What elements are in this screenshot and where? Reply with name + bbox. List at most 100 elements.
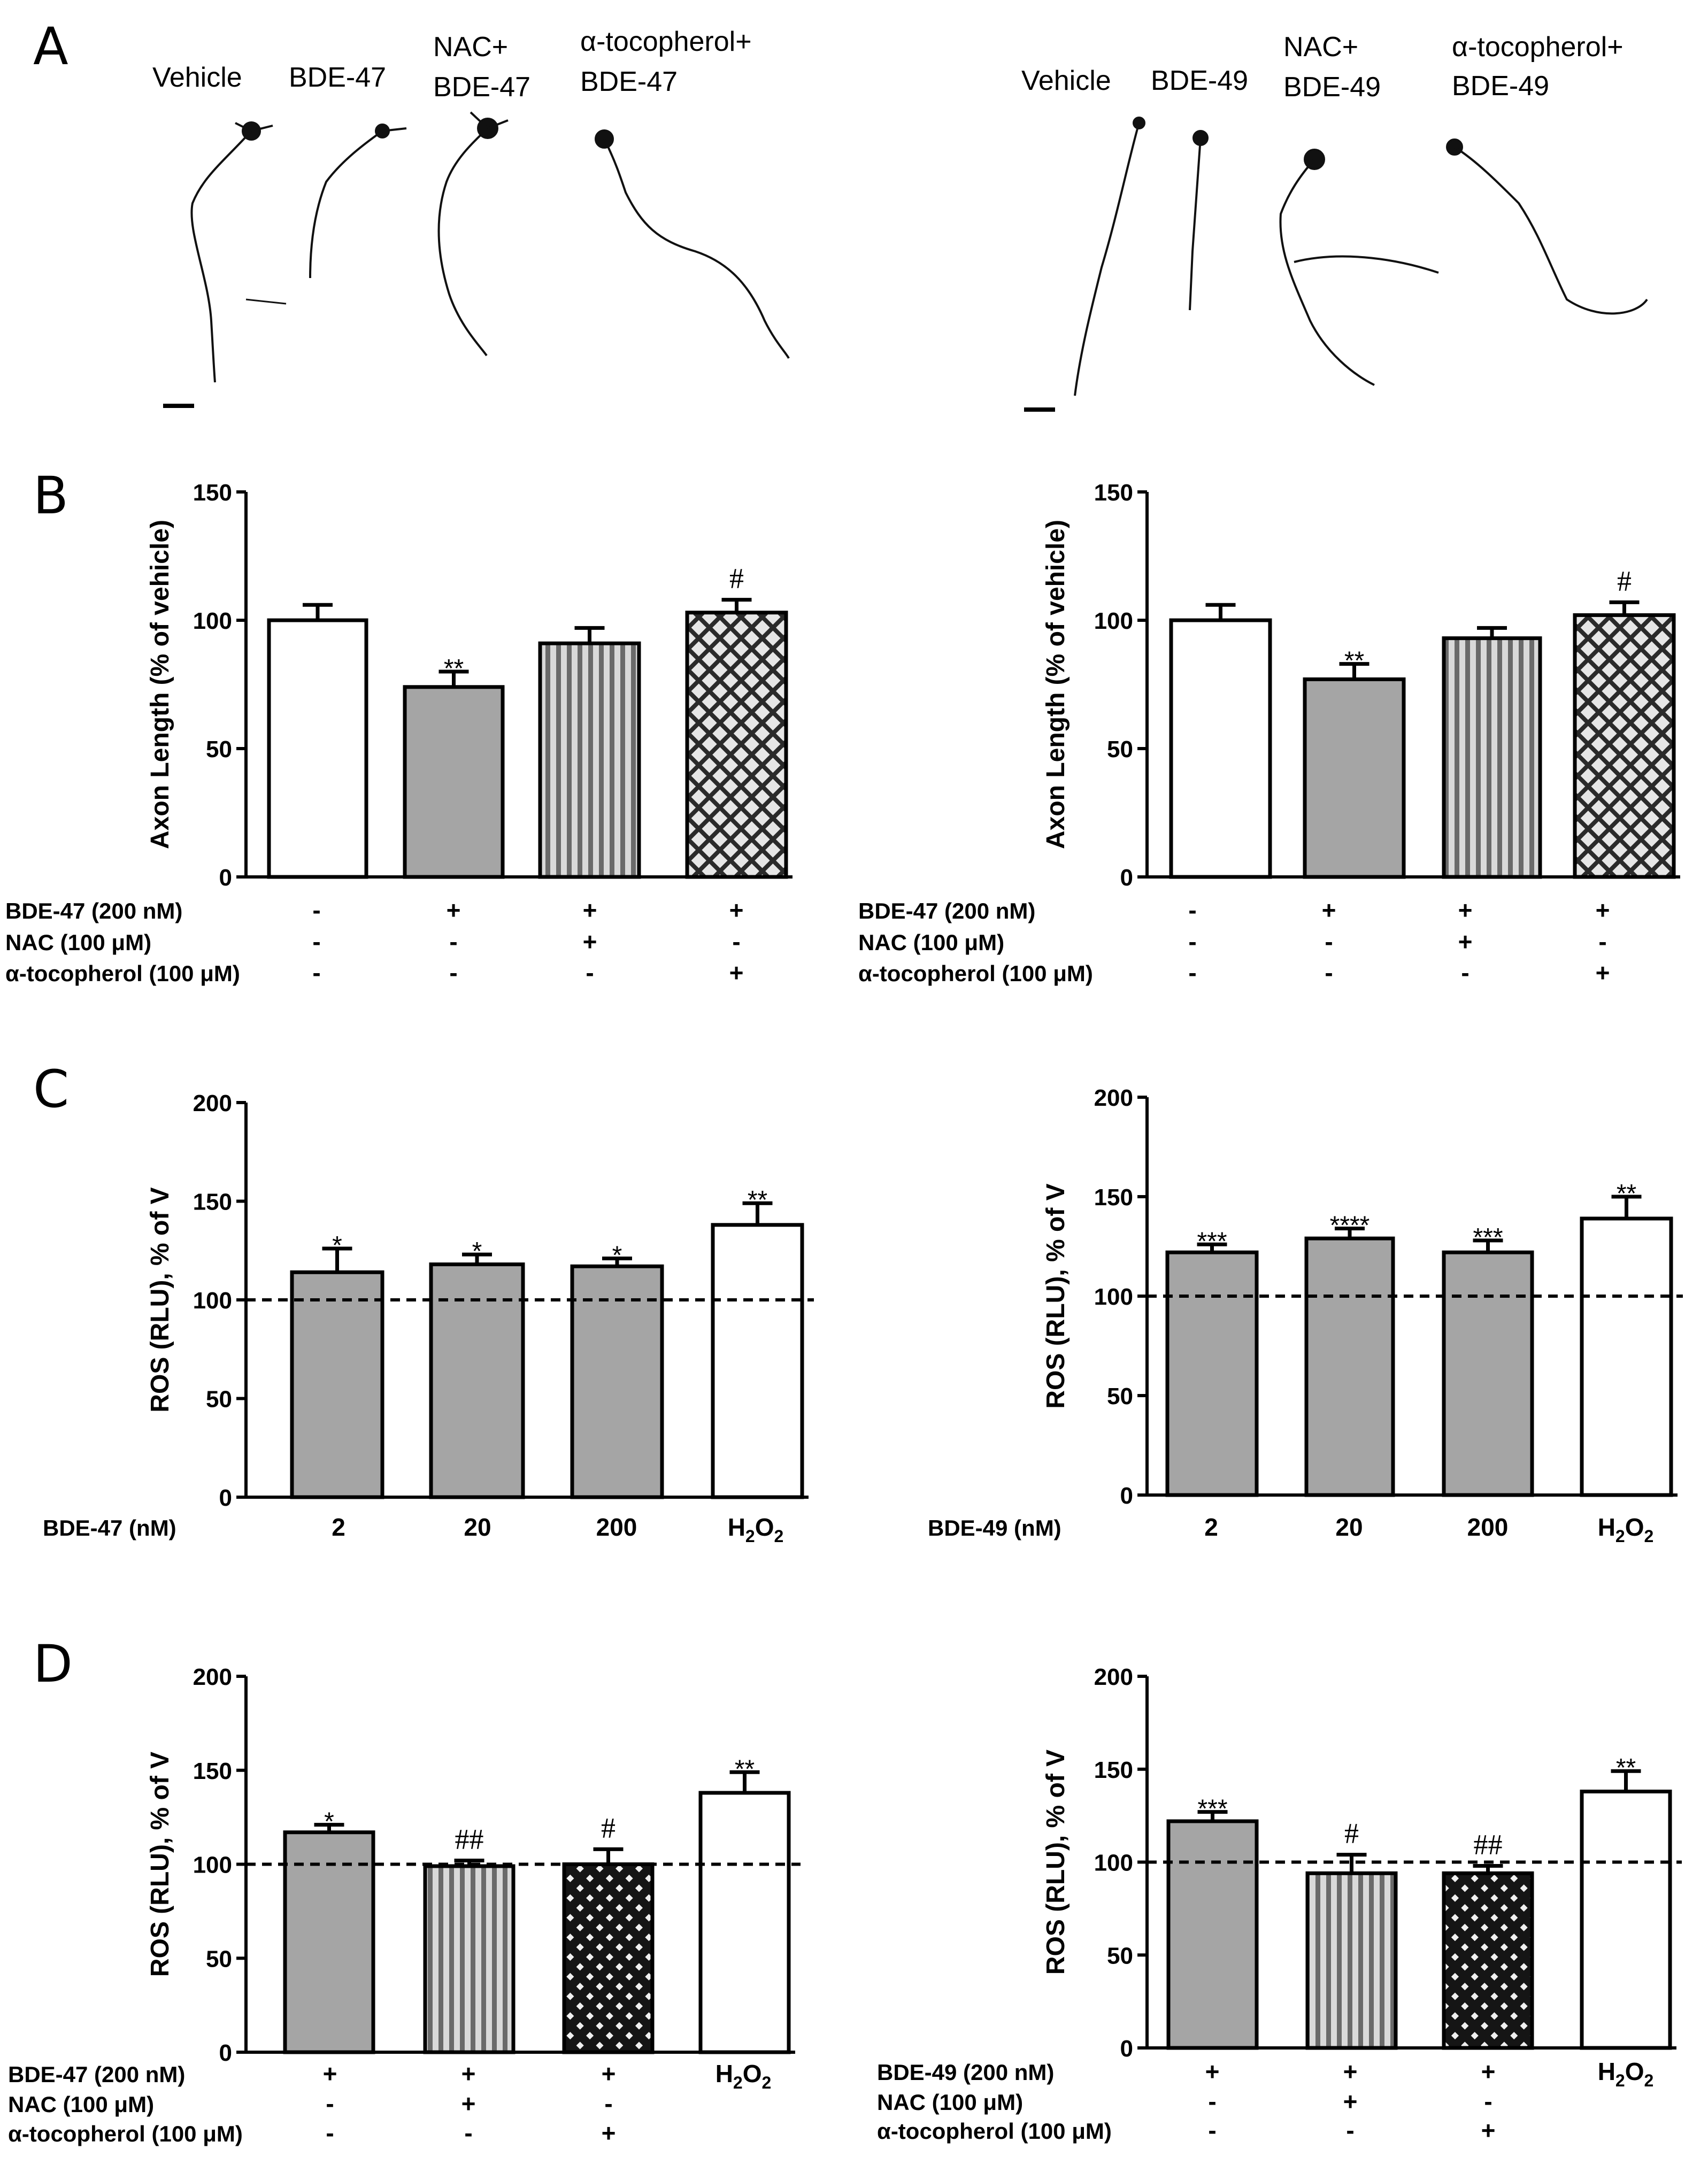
- bar: [538, 641, 641, 879]
- bar: [1305, 1871, 1398, 2050]
- row-cell: +: [1205, 2058, 1220, 2085]
- row-cell: 2: [332, 1513, 345, 1541]
- bar: [698, 1791, 791, 2054]
- y-tick-label: 100: [1094, 608, 1133, 634]
- y-axis-label: Axon Length (% of vehicle): [146, 520, 174, 849]
- neuron-traces: [1074, 117, 1648, 396]
- micro-label-vehicle: Vehicle: [1021, 65, 1111, 96]
- row-label: BDE-47 (nM): [43, 1515, 176, 1540]
- y-tick-label: 0: [219, 2040, 232, 2066]
- y-tick-label: 0: [1120, 1483, 1133, 1509]
- row-cell: -: [312, 959, 320, 987]
- row-cell: -: [1188, 896, 1196, 924]
- row-cell: -: [464, 2119, 472, 2147]
- significance-label: #: [729, 563, 744, 595]
- row-cell: -: [1325, 928, 1333, 956]
- y-tick-label: 200: [193, 1664, 232, 1690]
- bar: [1442, 636, 1542, 879]
- row-cell: +: [461, 2090, 476, 2117]
- y-tick-label: 150: [193, 1189, 232, 1215]
- row-label: NAC (100 μM): [5, 930, 151, 955]
- row-cell: -: [449, 928, 457, 956]
- row-label: NAC (100 μM): [858, 930, 1004, 955]
- row-label: BDE-47 (200 nM): [5, 898, 182, 923]
- row-cell: +: [447, 896, 461, 924]
- bar: [570, 1264, 664, 1499]
- significance-label: **: [735, 1755, 755, 1783]
- row-cell: -: [312, 896, 320, 924]
- y-tick-label: 150: [193, 480, 232, 506]
- significance-label: ****: [1330, 1212, 1370, 1240]
- error-bar: [721, 598, 752, 613]
- row-cell: -: [604, 2090, 612, 2117]
- error-bar: [742, 1201, 773, 1225]
- row-label: α-tocopherol (100 μM): [8, 2121, 243, 2146]
- row-cell: +: [1343, 2058, 1358, 2085]
- y-tick-label: 0: [1120, 865, 1133, 891]
- row-cell: +: [1596, 959, 1610, 987]
- significance-label: *: [324, 1808, 334, 1836]
- bar: [429, 1262, 525, 1499]
- bar: [1165, 1250, 1259, 1497]
- significance-label: ***: [1197, 1227, 1227, 1255]
- y-tick-label: 50: [206, 1946, 232, 1972]
- row-label: NAC (100 μM): [8, 2092, 154, 2117]
- significance-label: *: [472, 1237, 482, 1266]
- row-cell: +: [1322, 896, 1336, 924]
- row-cell: +: [461, 2060, 476, 2087]
- row-cell: +: [1343, 2087, 1358, 2115]
- row-label: BDE-49 (200 nM): [877, 2060, 1054, 2085]
- y-tick-label: 100: [193, 1852, 232, 1878]
- significance-label: ##: [455, 1823, 484, 1855]
- bar: [1442, 1871, 1534, 2050]
- y-axis-label: ROS (RLU), % of V: [146, 1752, 174, 1977]
- significance-label: **: [1617, 1180, 1636, 1208]
- row-cell: +: [1596, 896, 1610, 924]
- y-tick-label: 150: [1094, 1184, 1133, 1211]
- y-tick-label: 100: [193, 608, 232, 634]
- y-tick-label: 0: [219, 865, 232, 891]
- micro-label-vehicle: Vehicle: [152, 62, 242, 93]
- bar: [1573, 613, 1676, 879]
- bar: [403, 685, 505, 879]
- row-cell: +: [602, 2119, 616, 2147]
- row-cell: +: [1458, 928, 1473, 956]
- error-bar: [1339, 662, 1370, 680]
- micro-label-nac-top: NAC+: [433, 32, 508, 63]
- significance-label: **: [444, 654, 464, 683]
- y-tick-label: 200: [193, 1090, 232, 1116]
- y-tick-label: 50: [1107, 1383, 1133, 1409]
- row-label: BDE-49 (nM): [928, 1515, 1061, 1540]
- row-cell: +: [729, 959, 744, 987]
- row-cell: +: [583, 896, 597, 924]
- error-bar: [1611, 1195, 1642, 1219]
- row-cell: -: [1208, 2087, 1216, 2115]
- y-tick-label: 150: [1094, 1757, 1133, 1783]
- micrograph-right: Vehicle BDE-49 NAC+ BDE-49 α-tocopherol+…: [1012, 32, 1667, 437]
- row-cell: 2: [1204, 1513, 1218, 1541]
- y-tick-label: 100: [193, 1288, 232, 1314]
- row-cell: +: [602, 2060, 616, 2087]
- y-axis-label: ROS (RLU), % of V: [1042, 1183, 1070, 1408]
- micro-label-nac-top: NAC+: [1283, 32, 1358, 63]
- y-tick-label: 200: [1094, 1085, 1133, 1111]
- bar: [1304, 1236, 1395, 1497]
- significance-label: #: [1344, 1817, 1359, 1850]
- micro-label-bde: BDE-49: [1151, 65, 1248, 96]
- y-tick-label: 50: [1107, 1943, 1133, 1969]
- row-cell: -: [1346, 2116, 1354, 2144]
- bar: [1580, 1789, 1672, 2050]
- y-tick-label: 0: [219, 1485, 232, 1511]
- row-cell: -: [1208, 2116, 1216, 2144]
- bar: [283, 1830, 375, 2054]
- micro-label-nac-bottom: BDE-47: [433, 72, 530, 103]
- bar: [1166, 1819, 1259, 2050]
- row-cell: -: [326, 2090, 334, 2117]
- significance-label: *: [332, 1231, 342, 1260]
- error-bar: [438, 669, 469, 687]
- y-tick-label: 50: [1107, 736, 1133, 762]
- micro-label-nac-bottom: BDE-49: [1283, 72, 1381, 103]
- row-label: α-tocopherol (100 μM): [877, 2119, 1112, 2144]
